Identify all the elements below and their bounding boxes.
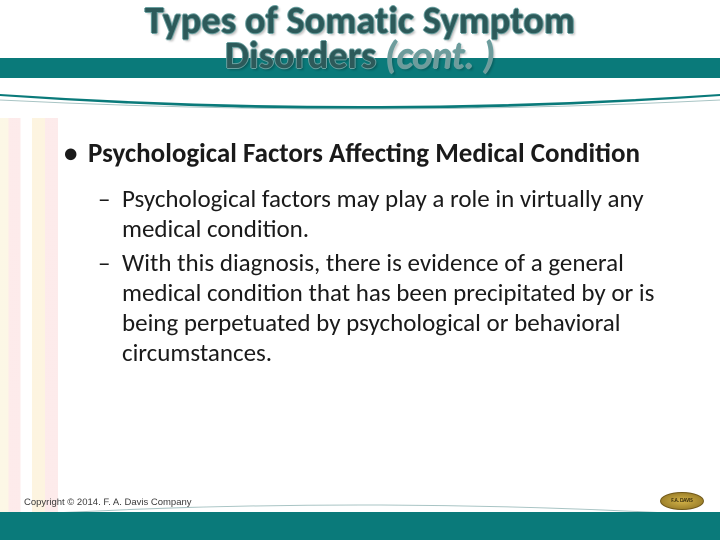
bullet-l1-text: Psychological Factors Affecting Medical … [88, 137, 640, 170]
bullet-l2-text-1: With this diagnosis, there is evidence o… [122, 247, 654, 368]
header: Types of Somatic Symptom Disorders (cont… [0, 0, 720, 118]
bullet-level1: Psychological Factors Affecting Medical … [62, 138, 674, 170]
slide: Types of Somatic Symptom Disorders (cont… [0, 0, 720, 540]
bullet-level2-item: With this diagnosis, there is evidence o… [98, 248, 674, 368]
header-curve [0, 94, 720, 118]
slide-title: Types of Somatic Symptom Disorders (cont… [0, 4, 720, 74]
bullet-l2-text-0: Psychological factors may play a role in… [122, 183, 644, 244]
title-wrap: Types of Somatic Symptom Disorders (cont… [0, 4, 720, 74]
footer-teal-band [0, 512, 720, 540]
content: Psychological Factors Affecting Medical … [62, 138, 674, 372]
title-line2-cont: (cont. ) [385, 33, 495, 79]
title-line2-main: Disorders [225, 33, 385, 79]
bullet-level2-item: Psychological factors may play a role in… [98, 184, 674, 244]
